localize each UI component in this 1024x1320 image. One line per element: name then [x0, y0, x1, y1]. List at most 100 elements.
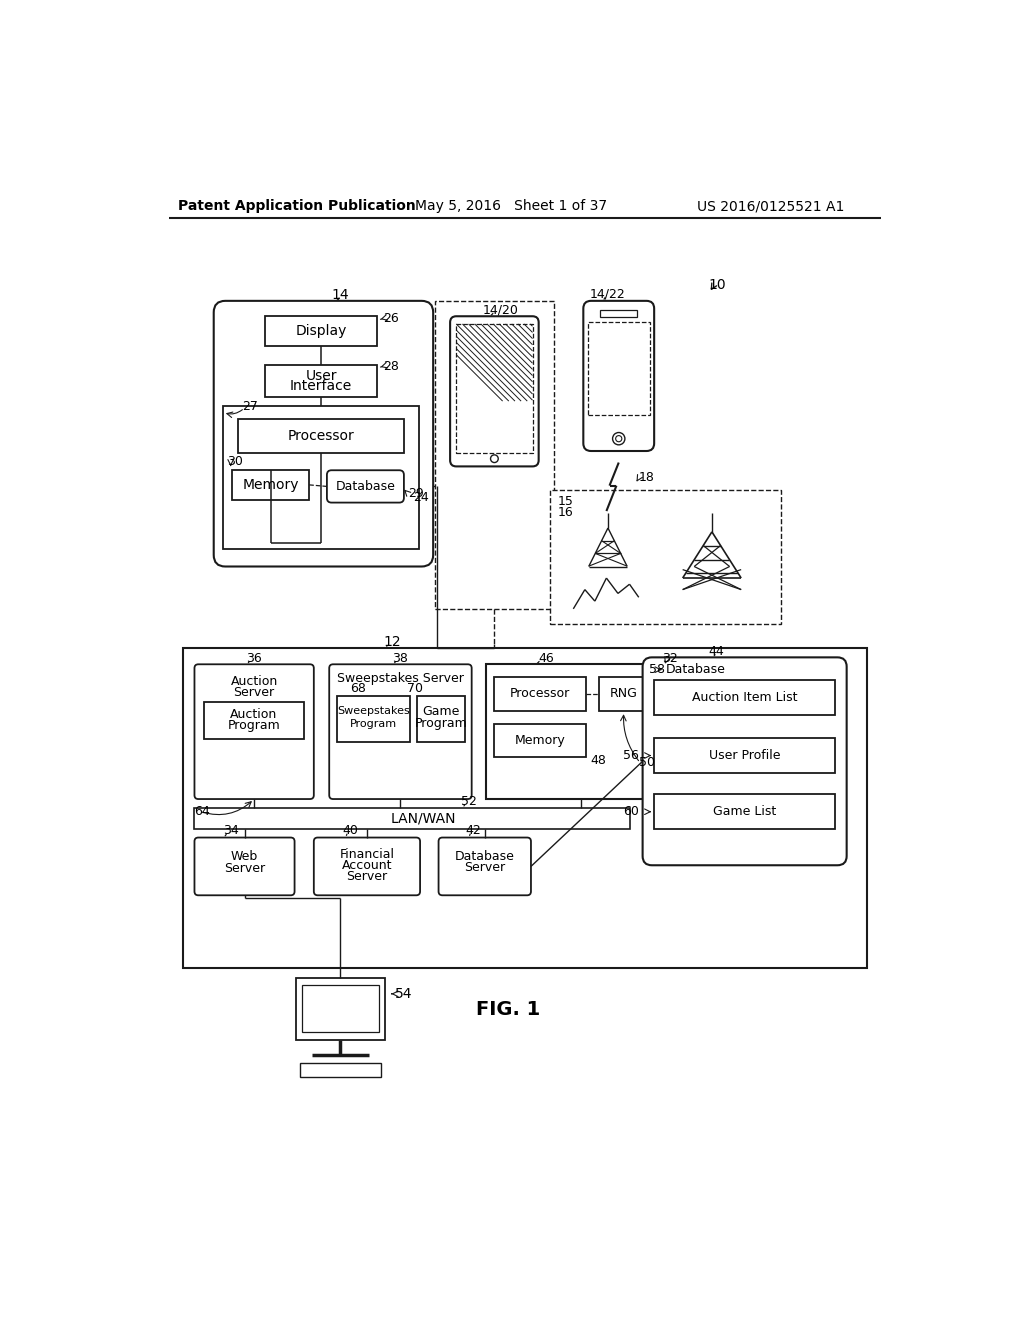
Bar [223, 407, 419, 549]
Text: Memory: Memory [515, 734, 565, 747]
Text: 15: 15 [558, 495, 573, 508]
Text: 14: 14 [331, 289, 349, 302]
Bar [600, 310, 637, 317]
Bar [654, 681, 836, 715]
Text: Program: Program [227, 718, 281, 731]
Bar [486, 664, 675, 799]
Bar [494, 725, 587, 756]
Bar [457, 323, 532, 453]
Text: 40: 40 [342, 824, 358, 837]
Bar [183, 648, 866, 968]
FancyBboxPatch shape [195, 664, 313, 799]
Text: 14/20: 14/20 [482, 304, 518, 317]
Text: 14/22: 14/22 [590, 288, 626, 301]
Text: Web: Web [230, 850, 258, 863]
Text: 34: 34 [223, 824, 239, 837]
Bar [337, 696, 410, 742]
Bar [435, 301, 554, 609]
Bar [232, 470, 309, 499]
Text: Display: Display [296, 323, 347, 338]
Text: Sweepstakes: Sweepstakes [337, 706, 410, 717]
FancyBboxPatch shape [451, 317, 539, 466]
Text: Game List: Game List [713, 805, 776, 818]
FancyBboxPatch shape [438, 838, 531, 895]
Bar [302, 985, 379, 1032]
FancyBboxPatch shape [584, 301, 654, 451]
Bar [265, 317, 377, 346]
Bar [550, 490, 781, 624]
Text: 52: 52 [462, 795, 477, 808]
Bar [204, 702, 304, 739]
Text: Program: Program [350, 718, 397, 729]
FancyBboxPatch shape [327, 470, 403, 503]
FancyBboxPatch shape [195, 838, 295, 895]
Text: Database: Database [455, 850, 515, 863]
Text: 18: 18 [639, 471, 654, 484]
Text: 27: 27 [243, 400, 258, 413]
Bar [300, 1063, 381, 1077]
Text: User Profile: User Profile [709, 748, 780, 762]
Text: 24: 24 [413, 491, 429, 504]
Bar [494, 677, 587, 711]
Text: Sweepstakes Server: Sweepstakes Server [337, 672, 464, 685]
Text: Program: Program [415, 717, 467, 730]
Text: 44: 44 [708, 644, 724, 657]
Text: Memory: Memory [243, 478, 299, 492]
Text: 12: 12 [384, 635, 401, 649]
Text: FIG. 1: FIG. 1 [476, 999, 540, 1019]
Bar [588, 322, 649, 414]
Text: Processor: Processor [288, 429, 354, 444]
Bar [654, 738, 836, 774]
Bar [239, 418, 403, 453]
Circle shape [615, 436, 622, 442]
Text: LAN/WAN: LAN/WAN [390, 812, 456, 825]
Text: 58: 58 [649, 663, 665, 676]
Text: 10: 10 [709, 279, 726, 293]
Text: 42: 42 [465, 824, 481, 837]
Bar [417, 696, 465, 742]
Text: Database: Database [666, 663, 726, 676]
Text: 28: 28 [383, 360, 399, 372]
Text: 29: 29 [408, 487, 424, 500]
Text: 38: 38 [392, 652, 408, 665]
Text: User: User [305, 368, 337, 383]
Bar [654, 795, 836, 829]
Text: RNG: RNG [610, 688, 638, 701]
FancyBboxPatch shape [330, 664, 472, 799]
Text: 68: 68 [350, 681, 366, 694]
Text: Server: Server [233, 685, 274, 698]
Text: 54: 54 [394, 987, 413, 1001]
Text: 60: 60 [623, 805, 639, 818]
Text: Financial: Financial [339, 847, 394, 861]
Circle shape [490, 455, 499, 462]
Text: Account: Account [342, 859, 392, 871]
Circle shape [612, 433, 625, 445]
Text: 64: 64 [195, 805, 210, 818]
Text: 70: 70 [408, 681, 424, 694]
Text: 48: 48 [590, 754, 606, 767]
FancyBboxPatch shape [313, 838, 420, 895]
Text: Patent Application Publication: Patent Application Publication [178, 199, 416, 213]
Text: May 5, 2016   Sheet 1 of 37: May 5, 2016 Sheet 1 of 37 [416, 199, 607, 213]
FancyBboxPatch shape [214, 301, 433, 566]
Text: Server: Server [224, 862, 265, 875]
Text: Auction: Auction [230, 708, 278, 721]
Text: Auction Item List: Auction Item List [692, 692, 798, 705]
Text: 50: 50 [639, 756, 654, 770]
Text: 32: 32 [662, 652, 678, 665]
Text: US 2016/0125521 A1: US 2016/0125521 A1 [696, 199, 844, 213]
Bar [599, 677, 649, 711]
Bar [265, 364, 377, 397]
Text: 26: 26 [383, 312, 399, 325]
Text: Processor: Processor [510, 688, 570, 701]
Text: 36: 36 [246, 652, 262, 665]
Bar [195, 808, 630, 829]
Text: Game: Game [422, 705, 460, 718]
Text: 46: 46 [539, 652, 554, 665]
Text: Server: Server [464, 861, 505, 874]
FancyBboxPatch shape [643, 657, 847, 866]
Text: Database: Database [336, 480, 395, 492]
Text: 30: 30 [226, 454, 243, 467]
Text: 56: 56 [623, 748, 639, 762]
Text: 16: 16 [558, 506, 573, 519]
